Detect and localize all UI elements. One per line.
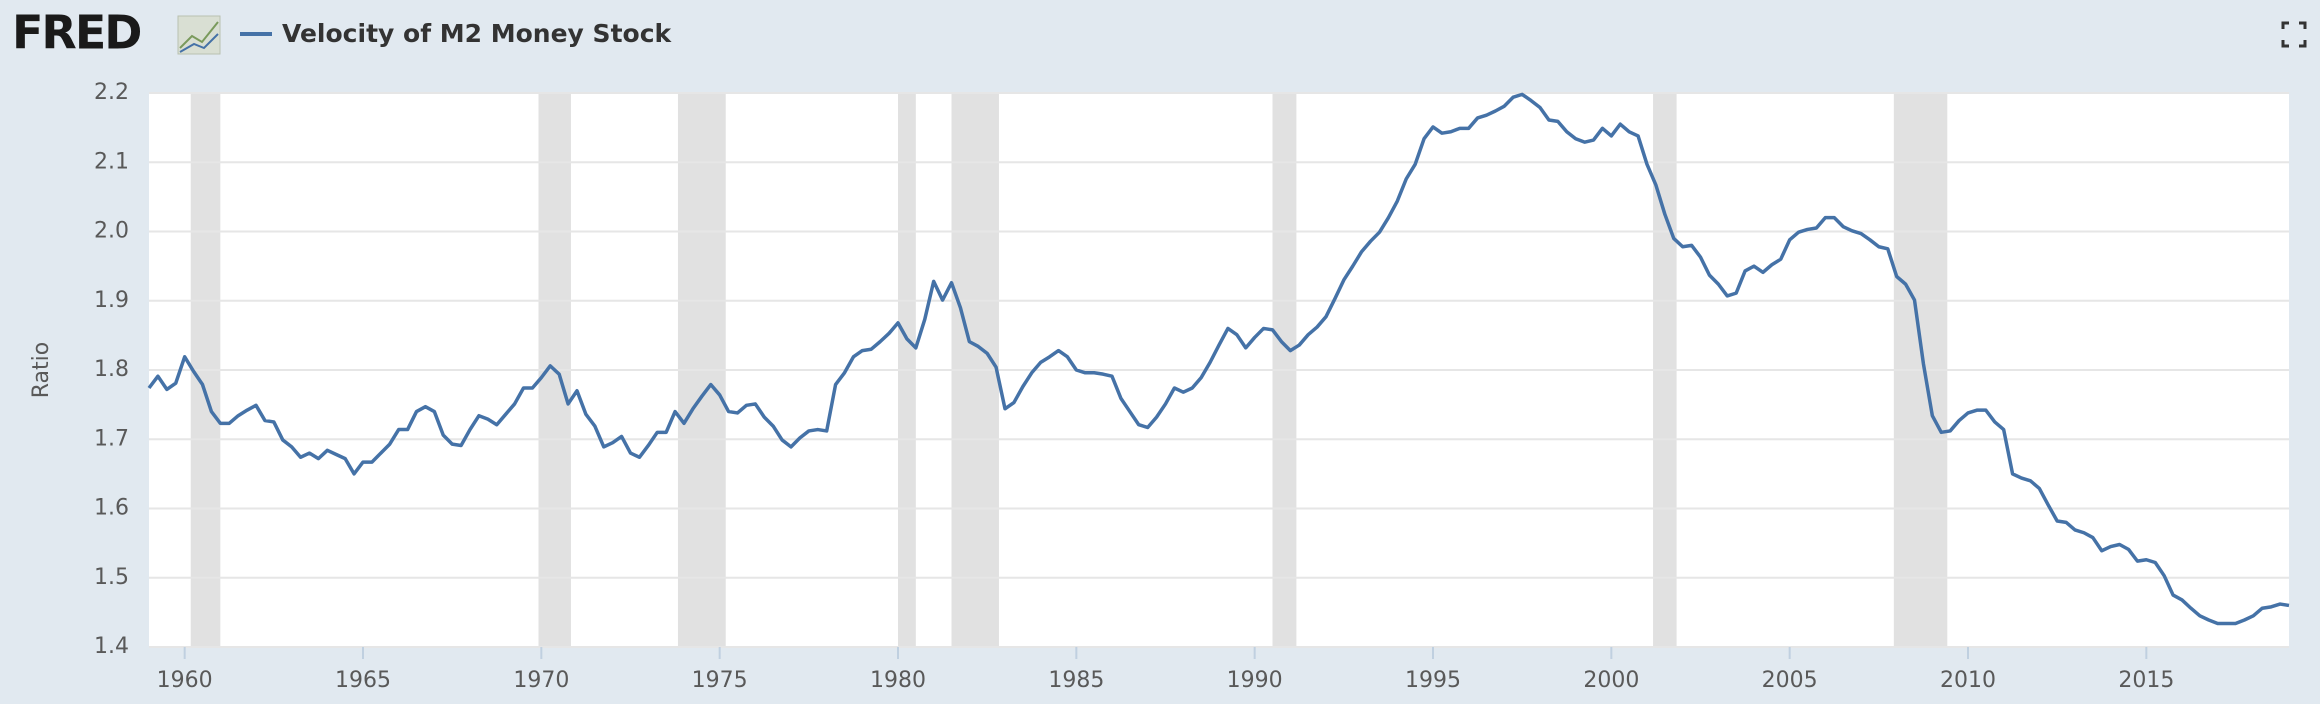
y-axis-label: Ratio [29,342,54,398]
x-tick-label: 1990 [1227,668,1283,693]
y-tick-label: 2.0 [94,219,129,244]
legend-label: Velocity of M2 Money Stock [282,19,673,48]
x-tick-label: 2000 [1583,668,1639,693]
y-tick-label: 1.7 [94,426,129,451]
y-tick-label: 2.1 [94,149,129,174]
x-tick-label: 2015 [2118,668,2174,693]
brand-logo: FRED [12,6,140,60]
x-tick-label: 2010 [1940,668,1996,693]
x-tick-label: 1985 [1048,668,1104,693]
x-tick-label: 1960 [157,668,213,693]
logo-icon [177,15,221,55]
y-tick-label: 1.8 [94,357,129,382]
x-tick-label: 1975 [692,668,748,693]
x-tick-label: 1995 [1405,668,1461,693]
y-tick-label: 1.5 [94,565,129,590]
x-tick-label: 2005 [1762,668,1818,693]
x-tick-label: 1965 [335,668,391,693]
x-tick-label: 1980 [870,668,926,693]
x-tick-label: 1970 [513,668,569,693]
y-tick-label: 1.6 [94,496,129,521]
y-tick-label: 1.4 [94,634,129,659]
y-tick-label: 2.2 [94,80,129,105]
fullscreen-icon[interactable] [2281,21,2307,48]
y-tick-label: 1.9 [94,288,129,313]
series-line [147,92,2290,626]
